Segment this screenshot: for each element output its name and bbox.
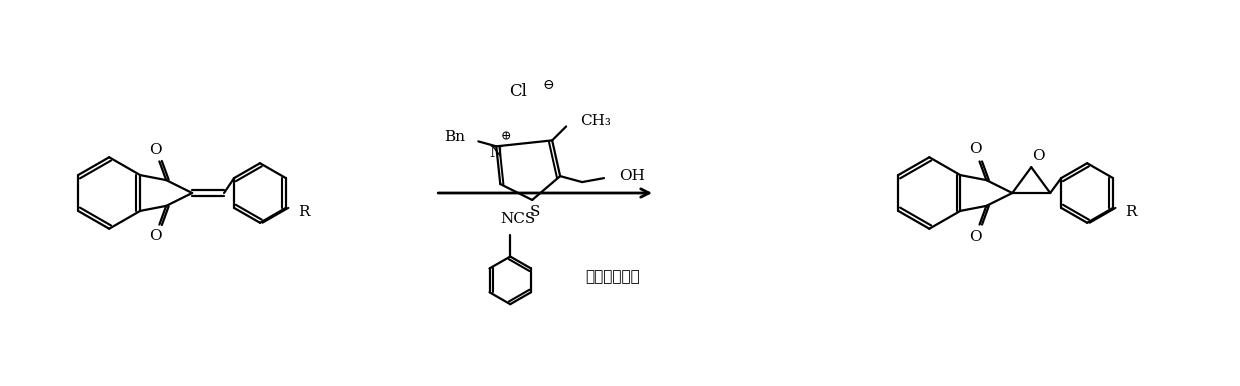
- Text: Bn: Bn: [444, 130, 465, 144]
- Text: ⊕: ⊕: [501, 130, 512, 143]
- Text: N: N: [490, 146, 503, 160]
- Text: S: S: [529, 205, 541, 219]
- Text: O: O: [149, 142, 161, 156]
- Text: O: O: [1032, 149, 1044, 163]
- Text: O: O: [970, 142, 982, 156]
- Text: ⊖: ⊖: [542, 78, 554, 92]
- Text: O: O: [149, 230, 161, 244]
- Text: R: R: [1125, 205, 1137, 219]
- Text: CH₃: CH₃: [580, 113, 611, 127]
- Text: 乙醇，三乙胺: 乙醇，三乙胺: [585, 270, 640, 284]
- Text: NCS: NCS: [500, 212, 536, 226]
- Text: O: O: [970, 230, 982, 244]
- Text: OH: OH: [619, 169, 645, 183]
- Text: Cl: Cl: [510, 83, 527, 100]
- Text: R: R: [298, 205, 310, 219]
